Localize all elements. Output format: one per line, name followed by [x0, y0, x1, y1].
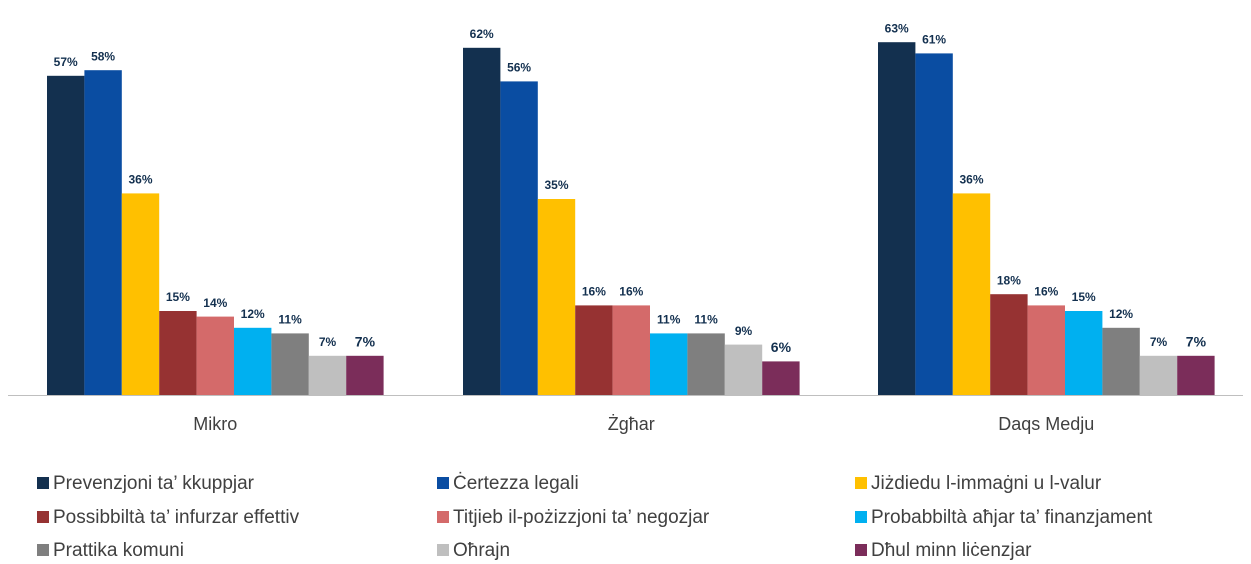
value-label: 61%	[922, 33, 946, 47]
bar	[500, 81, 538, 396]
bar	[878, 42, 916, 395]
bar	[271, 333, 309, 395]
legend-swatch	[855, 544, 867, 556]
bar	[575, 305, 613, 395]
value-label: 7%	[1150, 335, 1168, 349]
legend-swatch	[437, 477, 449, 489]
value-label: 6%	[771, 339, 792, 355]
bar	[463, 47, 501, 396]
bar	[47, 75, 85, 396]
value-label: 12%	[1109, 307, 1133, 321]
bar	[121, 193, 160, 395]
bar	[952, 193, 991, 395]
value-label: 35%	[544, 178, 568, 192]
legend-label: Prevenzjoni ta’ kkuppjar	[53, 473, 255, 494]
value-label: 18%	[997, 273, 1021, 287]
legend-swatch	[855, 511, 867, 523]
x-tick-label: Mikro	[193, 414, 237, 434]
bar	[724, 344, 763, 395]
x-tick-label: Daqs Medju	[998, 414, 1094, 434]
legend-label: Ċertezza legali	[453, 472, 579, 494]
value-label: 7%	[1186, 334, 1207, 350]
value-label: 11%	[694, 313, 718, 327]
value-label: 11%	[278, 313, 302, 327]
value-label: 11%	[657, 313, 681, 327]
value-label: 36%	[128, 173, 152, 187]
bar	[990, 294, 1028, 395]
legend-label: Jiżdiedu l-immaġni u l-valur	[871, 473, 1102, 494]
value-label: 36%	[959, 173, 983, 187]
legend-swatch	[855, 477, 867, 489]
value-label: 15%	[166, 290, 190, 304]
bar	[1102, 327, 1140, 395]
bar	[612, 305, 650, 395]
value-label: 63%	[885, 21, 909, 35]
value-label: 16%	[1034, 285, 1058, 299]
value-label: 58%	[91, 49, 115, 63]
bar	[687, 333, 725, 395]
legend-label: Prattika komuni	[53, 540, 184, 561]
value-label: 14%	[203, 296, 227, 310]
legend-label: Probabbiltà aħjar ta’ finanzjament	[871, 507, 1153, 528]
bar	[1177, 355, 1215, 395]
value-label: 7%	[319, 335, 337, 349]
bar	[84, 70, 122, 395]
value-label: 16%	[619, 285, 643, 299]
x-tick-label: Żgħar	[608, 414, 655, 434]
value-label: 16%	[582, 285, 606, 299]
bar	[1065, 311, 1103, 395]
legend-swatch	[437, 511, 449, 523]
bar	[196, 316, 234, 395]
bar	[1027, 305, 1065, 395]
value-label: 62%	[470, 27, 494, 41]
legend-label: Possibbiltà ta’ infurzar effettiv	[53, 507, 300, 528]
value-label: 15%	[1072, 290, 1096, 304]
bar	[159, 311, 197, 395]
value-label: 12%	[241, 307, 265, 321]
legend-swatch	[437, 544, 449, 556]
value-label: 56%	[507, 61, 531, 75]
bar	[346, 355, 384, 395]
value-label: 9%	[735, 324, 753, 338]
legend-swatch	[37, 511, 49, 523]
legend-swatch	[37, 477, 49, 489]
value-label: 7%	[355, 334, 376, 350]
bar	[915, 53, 953, 396]
legend-label: Titjieb il-pożizzjoni ta’ negozjar	[453, 507, 710, 528]
legend-label: Oħrajn	[453, 540, 510, 561]
bar	[537, 199, 576, 395]
bar	[234, 327, 272, 395]
bar	[1139, 355, 1178, 395]
bar	[650, 333, 688, 395]
legend-swatch	[37, 544, 49, 556]
bar	[762, 361, 800, 395]
legend-label: Dħul minn liċenzjar	[871, 540, 1032, 561]
value-label: 57%	[54, 55, 78, 69]
bar	[308, 355, 347, 395]
